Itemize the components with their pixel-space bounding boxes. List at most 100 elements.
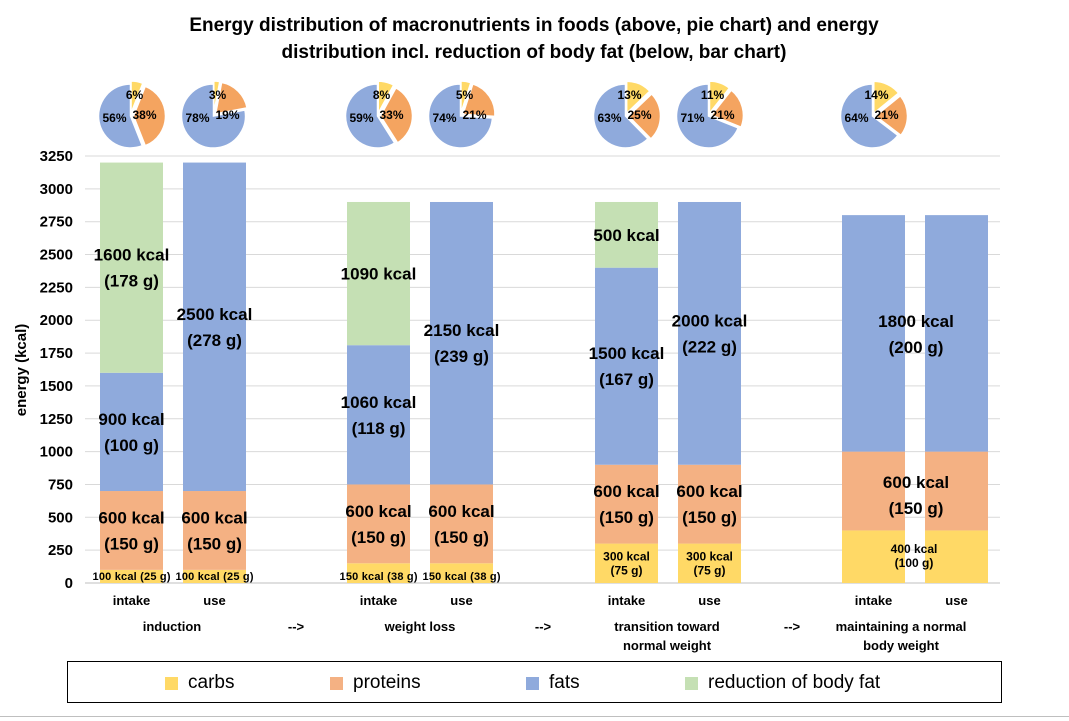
pie-slice-proteins [379,86,414,144]
bar-label-carbs: 150 kcal (38 g) [423,571,501,583]
bar-label-carbs: 150 kcal (38 g) [340,571,418,583]
pie-slice-fats [675,83,740,149]
y-tick-label: 3000 [40,181,73,198]
bar-segment-carbs [183,569,246,583]
legend-swatch-proteins [330,676,343,690]
pie-slice-carbs [213,80,221,114]
legend-swatch-fats [526,676,539,690]
bar-label-proteins: 600 kcal [345,502,411,521]
bar-label-proteins: 600 kcal [883,473,949,492]
bar-label-fats: (278 g) [187,331,242,350]
group-label: body weight [863,638,940,653]
bar-label-fats: (100 g) [104,436,159,455]
bar-label-proteins: (150 g) [434,528,489,547]
bar-segment-proteins [678,464,741,544]
bar-segment-proteins [925,451,988,531]
group-label: normal weight [623,638,712,653]
pie-slice-fats [97,83,144,149]
pie-label-fats: 71% [680,111,704,125]
y-tick-label: 1750 [40,345,73,362]
bar-segment-proteins [100,491,163,570]
bar-segment-fats [678,201,741,465]
bar-segment-proteins [595,464,658,544]
bar-label-fats: (239 g) [434,347,489,366]
bar-label-proteins: (150 g) [187,534,242,553]
bar-label-carbs: 300 kcal [603,549,650,563]
pie-label-carbs: 3% [209,88,227,102]
bar-segment-reduction [347,201,410,346]
bar-segment-fats [430,201,493,485]
pie-slice-proteins [710,89,745,129]
y-tick-label: 2000 [40,312,73,329]
group-arrow: --> [784,619,801,634]
pie-label-proteins: 21% [874,108,898,122]
pie-slice-carbs [625,80,651,115]
pie-slice-fats [344,83,396,149]
pie-slice-proteins [461,82,496,118]
pie-label-proteins: 38% [132,108,156,122]
pie-label-fats: 56% [102,111,126,125]
group-label: transition toward [614,619,720,634]
pie-label-proteins: 25% [627,108,651,122]
pie-slice-carbs [708,80,731,116]
pie-slice-proteins [627,92,662,140]
bar-segment-fats [595,267,658,465]
bar-label-fats: (167 g) [599,370,654,389]
bar-segment-carbs [430,563,493,583]
pie-label-fats: 63% [597,111,621,125]
y-tick-label: 1000 [40,444,73,461]
bar-label-carbs: 400 kcal [891,542,938,556]
pie-label-carbs: 13% [617,88,641,102]
y-axis-label: energy (kcal) [13,324,30,417]
bar-label-proteins: (150 g) [682,508,737,527]
pie-label-carbs: 5% [456,88,474,102]
bar-label-proteins: (150 g) [351,528,406,547]
pie-slice-fats [427,83,494,149]
y-tick-label: 500 [48,509,73,526]
pie-slice-fats [180,83,247,149]
bar-label-proteins: 600 kcal [676,482,742,501]
legend-label-reduction: reduction of body fat [708,672,881,693]
legend-label-carbs: carbs [188,672,235,693]
group-label: induction [143,619,202,634]
bar-label-fats: 2500 kcal [177,305,253,324]
pie-slice-carbs [460,80,472,114]
bar-label-fats: (200 g) [889,338,944,357]
x-category-label: intake [360,593,398,608]
pie-label-carbs: 6% [126,88,144,102]
bar-label-proteins: 600 kcal [98,508,164,527]
bar-segment-reduction [595,201,658,268]
pie-label-carbs: 14% [864,88,888,102]
bar-label-fats: 1800 kcal [878,312,954,331]
bar-label-carbs: 100 kcal (25 g) [93,571,171,583]
pie-label-proteins: 21% [462,108,486,122]
bar-label-fats: 1060 kcal [341,393,417,412]
bar-label-reduction: 1600 kcal [94,246,170,265]
chart-title-line: distribution incl. reduction of body fat… [282,42,787,63]
bar-label-proteins: 600 kcal [181,508,247,527]
pie-slice-carbs [873,80,900,115]
pie-slice-fats [592,83,650,149]
x-category-label: intake [113,593,151,608]
bar-segment-carbs [678,543,741,583]
pie-slice-proteins [132,85,167,147]
bar-segment-fats [100,372,163,492]
bar-label-carbs: (100 g) [895,556,934,570]
y-tick-label: 2750 [40,214,73,231]
x-category-label: use [450,593,472,608]
group-arrow: --> [288,619,305,634]
bar-label-fats: 1500 kcal [589,344,665,363]
y-tick-label: 1250 [40,411,73,428]
bar-segment-fats [842,215,905,452]
pie-label-fats: 78% [185,111,209,125]
chart-legend: carbs proteins fats reduction of body fa… [67,661,1002,703]
x-category-label: use [203,593,225,608]
legend-item-proteins: proteins [330,672,421,694]
group-arrow: --> [535,619,552,634]
bar-label-fats: 2000 kcal [672,311,748,330]
bar-segment-proteins [430,484,493,564]
y-tick-label: 750 [48,476,73,493]
y-tick-label: 1500 [40,378,73,395]
x-category-label: intake [855,593,893,608]
